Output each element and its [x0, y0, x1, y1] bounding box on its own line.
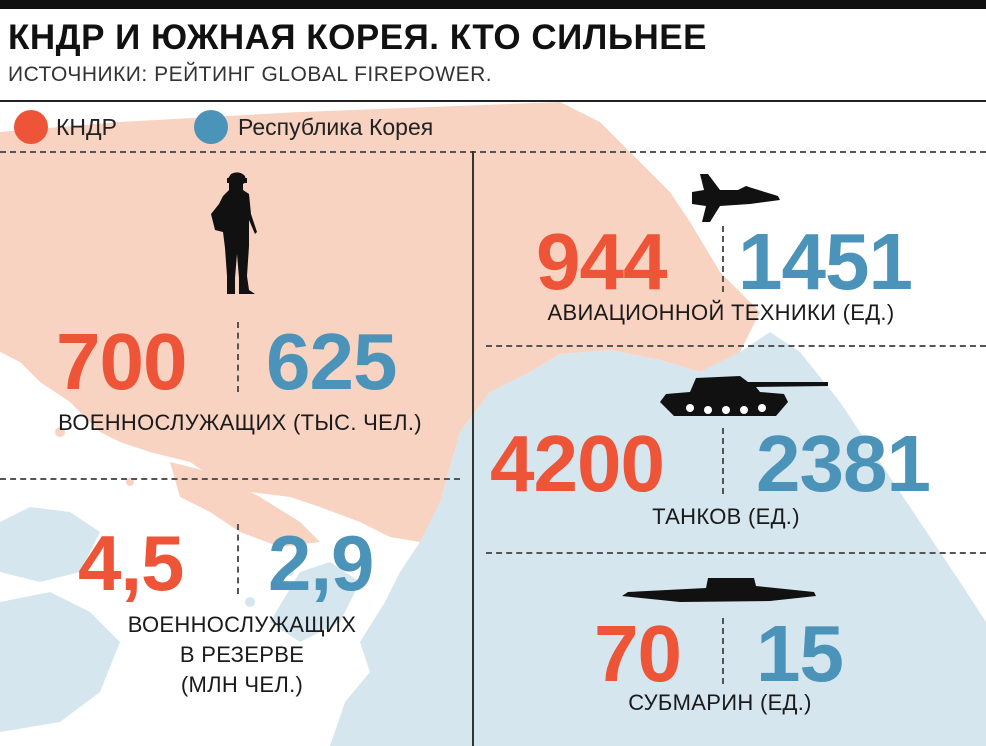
aircraft-separator	[722, 226, 724, 292]
divider-right-top	[486, 345, 986, 347]
south-west-islands	[0, 507, 100, 582]
legend-south-dot	[194, 110, 228, 144]
legend-north-label: КНДР	[56, 114, 117, 140]
tanks-north-value: 4200	[490, 419, 665, 508]
reserve-south-value: 2,9	[268, 519, 374, 607]
submarine-icon	[622, 578, 816, 602]
submarines-separator	[722, 618, 724, 684]
tanks-south-value: 2381	[756, 419, 931, 508]
aircraft-label: АВИАЦИОННОЙ ТЕХНИКИ (ЕД.)	[547, 300, 895, 325]
north-korea-peninsula	[170, 462, 320, 547]
reserve-label-line-3: (МЛН ЧЕЛ.)	[180, 672, 304, 697]
tanks-label: ТАНКОВ (ЕД.)	[652, 504, 800, 529]
tanks-separator	[722, 428, 724, 494]
personnel-north-value: 700	[56, 317, 187, 406]
korea-map	[0, 102, 986, 746]
personnel-separator	[237, 322, 239, 392]
personnel-south-value: 625	[266, 317, 397, 406]
fighter-jet-icon	[692, 174, 780, 222]
legend-north-dot	[14, 110, 48, 144]
reserve-separator	[237, 524, 239, 594]
tank-icon	[660, 376, 828, 416]
divider-left-middle	[0, 478, 460, 480]
submarines-label: СУБМАРИН (ЕД.)	[628, 690, 812, 715]
reserve-label-line-2: В РЕЗЕРВЕ	[179, 642, 305, 667]
divider-right-bottom	[486, 552, 986, 554]
source-note: ИСТОЧНИКИ: РЕЙТИНГ GLOBAL FIREPOWER.	[8, 63, 493, 86]
aircraft-north-value: 944	[536, 217, 667, 306]
north-korea-land	[0, 102, 760, 542]
soldier-icon	[211, 172, 257, 294]
divider-columns	[472, 151, 474, 746]
aircraft-south-value: 1451	[738, 217, 913, 306]
top-bar	[0, 0, 986, 9]
divider-legend	[0, 151, 986, 153]
south-korea-land	[330, 332, 986, 746]
personnel-label: ВОЕННОСЛУЖАЩИХ (ТЫС. ЧЕЛ.)	[58, 410, 422, 435]
legend-south-label: Республика Корея	[238, 114, 434, 140]
page-title: КНДР И ЮЖНАЯ КОРЕЯ. КТО СИЛЬНЕЕ	[8, 18, 707, 57]
reserve-label-line-1: ВОЕННОСЛУЖАЩИХ	[127, 612, 357, 637]
reserve-north-value: 4,5	[78, 519, 184, 607]
submarines-south-value: 15	[756, 609, 844, 698]
header-rule	[0, 100, 986, 102]
south-west-islands-2	[0, 592, 120, 732]
submarines-north-value: 70	[594, 609, 682, 698]
south-korea-west-coast	[270, 562, 360, 642]
